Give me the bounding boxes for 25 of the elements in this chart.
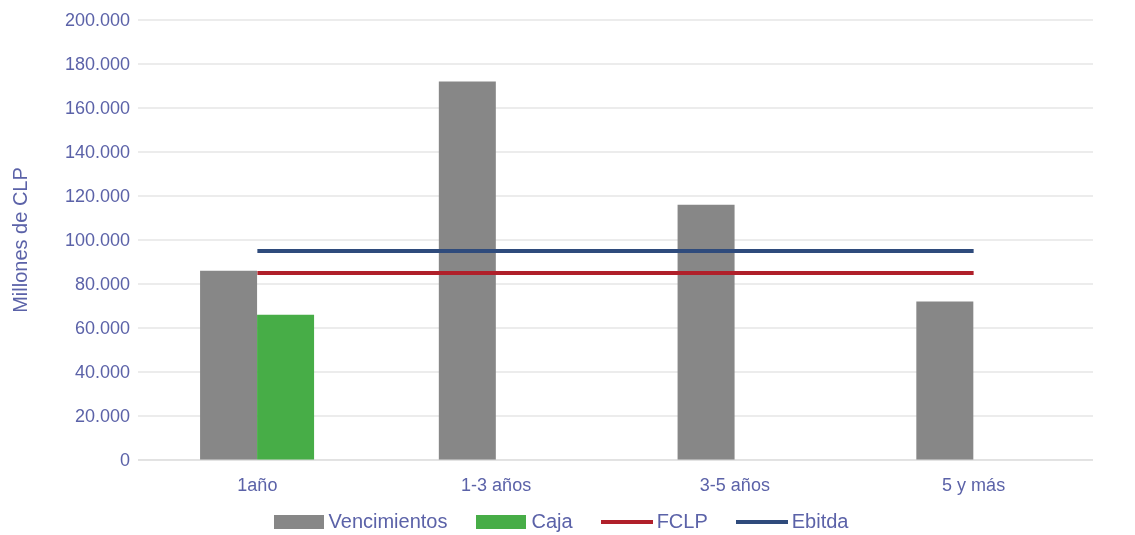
- bar: [438, 81, 496, 460]
- y-tick-label: 180.000: [64, 54, 130, 75]
- legend-label: Vencimientos: [328, 510, 448, 533]
- y-axis-title: Millones de CLP: [9, 167, 32, 313]
- y-tick-label: 0: [119, 450, 130, 471]
- x-tick-label: 1año: [237, 474, 278, 495]
- bar: [916, 301, 974, 460]
- y-tick-label: 20.000: [74, 406, 130, 427]
- y-tick-label: 120.000: [64, 186, 130, 207]
- y-tick-label: 60.000: [74, 318, 130, 339]
- legend-label: FCLP: [656, 510, 708, 533]
- x-tick-label: 1-3 años: [461, 474, 532, 495]
- y-tick-label: 100.000: [64, 230, 130, 251]
- x-tick-label: 3-5 años: [699, 474, 770, 495]
- bar: [200, 270, 258, 460]
- bar: [677, 204, 735, 460]
- legend-label: Caja: [531, 510, 573, 533]
- y-tick-label: 160.000: [64, 98, 130, 119]
- y-tick-label: 140.000: [64, 142, 130, 163]
- y-tick-label: 40.000: [74, 362, 130, 383]
- y-tick-label: 200.000: [64, 10, 130, 31]
- bar: [257, 314, 315, 460]
- legend-label: Ebitda: [791, 510, 849, 533]
- y-tick-label: 80.000: [74, 274, 130, 295]
- x-tick-label: 5 y más: [942, 474, 1006, 495]
